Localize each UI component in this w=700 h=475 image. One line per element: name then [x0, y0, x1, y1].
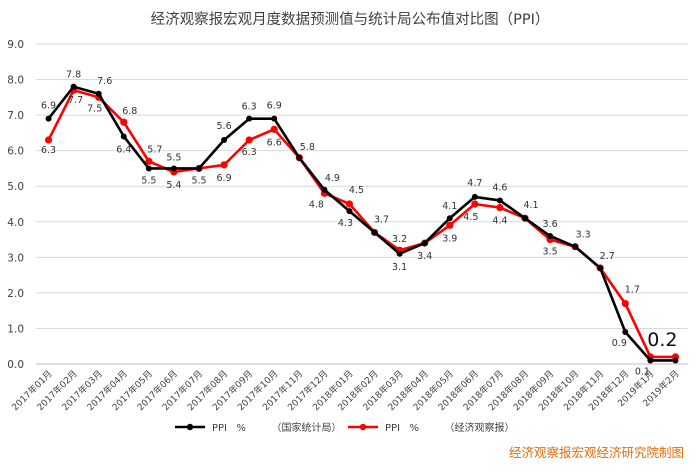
series-0-point: [296, 154, 303, 161]
data-label: 3.3: [576, 230, 591, 241]
data-label: 5.5: [166, 152, 181, 163]
series-1-point: [145, 157, 153, 165]
series-0-point: [371, 229, 378, 236]
series-1-point: [621, 299, 629, 308]
data-label: 4.9: [325, 173, 340, 184]
y-tick-label: 3.0: [7, 252, 24, 264]
data-label: 5.4: [166, 180, 181, 191]
y-tick-label: 5.0: [7, 181, 24, 193]
y-tick-label: 7.0: [7, 110, 24, 122]
data-label: 6.9: [217, 173, 232, 184]
data-label: 6.8: [122, 106, 137, 117]
data-label: 6.9: [267, 101, 282, 112]
series-0-point: [120, 133, 127, 140]
data-label: 6.3: [242, 102, 257, 113]
series-0-point: [70, 83, 77, 90]
data-label: 3.9: [442, 233, 457, 244]
data-label: 6.3: [242, 147, 257, 158]
data-label: 2.7: [600, 251, 615, 262]
data-label: 6.9: [41, 101, 56, 112]
data-label: 6.3: [41, 145, 56, 156]
series-0-point: [170, 165, 177, 172]
series-1-point: [345, 200, 354, 208]
data-label: 4.4: [492, 216, 507, 227]
series-0-point: [496, 197, 503, 204]
data-label: 4.3: [338, 218, 353, 229]
chart-title: 经济观察报宏观月度数据预测值与统计局公布值对比图（PPI）: [151, 10, 550, 28]
y-tick-label: 0.0: [7, 359, 24, 371]
legend-label-0: PPI % （国家统计局）: [212, 421, 341, 434]
data-label: 5.5: [191, 175, 206, 186]
series-1-point: [220, 161, 228, 169]
series-0-point: [221, 137, 228, 143]
series-0-point: [396, 250, 403, 257]
series-0-point: [45, 115, 52, 122]
series-1-point: [270, 125, 278, 133]
series-0-point: [622, 329, 629, 335]
series-1-point: [245, 136, 253, 144]
data-label: 5.5: [141, 175, 156, 186]
data-label: 4.6: [492, 182, 507, 193]
data-label: 7.5: [87, 103, 102, 114]
legend-marker-0: [186, 423, 194, 431]
data-label: 1.7: [625, 285, 640, 296]
data-label: 0.2: [647, 329, 677, 351]
data-label: 7.6: [97, 76, 112, 87]
legend-label-1: PPI % （经济观察报）: [385, 421, 514, 434]
series-0-point: [471, 193, 478, 200]
data-label: 3.4: [417, 251, 432, 262]
series-1-point: [471, 200, 479, 208]
chart-credit: 经济观察报宏观经济研究院制图: [509, 445, 684, 460]
series-0-point: [145, 165, 152, 172]
data-label: 3.6: [543, 219, 558, 230]
data-label: 4.1: [523, 200, 538, 211]
data-label: 7.7: [68, 95, 83, 106]
series-0-point: [597, 265, 604, 271]
data-label: 4.7: [467, 178, 482, 189]
data-label: 3.2: [392, 234, 407, 245]
series-0-point: [522, 215, 528, 222]
series-1-point: [496, 203, 504, 212]
y-tick-label: 4.0: [7, 217, 24, 229]
data-label: 5.6: [217, 121, 232, 132]
data-label: 3.1: [392, 262, 407, 273]
data-label: 5.7: [147, 144, 162, 155]
series-1-point: [120, 118, 128, 126]
data-label: 6.4: [116, 144, 131, 155]
legend-marker-1: [359, 423, 367, 431]
data-label: 5.8: [300, 142, 315, 153]
y-tick-label: 9.0: [7, 39, 24, 51]
data-label: 0.9: [612, 338, 627, 349]
data-label: 4.5: [349, 185, 364, 196]
data-label: 3.7: [374, 214, 389, 225]
series-1-point: [44, 136, 53, 144]
y-tick-label: 1.0: [7, 323, 24, 335]
series-line-1: [47, 88, 676, 359]
series-0-point: [647, 357, 654, 364]
series-0-point: [421, 240, 428, 247]
data-label: 0.1: [635, 366, 650, 377]
series-0-point: [446, 215, 453, 222]
series-0-point: [672, 357, 679, 364]
series-0-point: [196, 165, 202, 172]
y-tick-label: 2.0: [7, 288, 24, 300]
series-0-point: [346, 208, 353, 215]
series-0-point: [547, 233, 554, 239]
data-label: 7.8: [66, 70, 81, 81]
data-label: 4.5: [463, 212, 478, 223]
data-label: 6.6: [267, 137, 282, 148]
data-label: 3.5: [543, 247, 558, 258]
series-0-point: [95, 90, 102, 97]
data-label: 4.8: [309, 199, 324, 210]
y-tick-label: 6.0: [7, 146, 24, 158]
series-line-0: [47, 85, 676, 362]
series-0-point: [271, 115, 278, 122]
data-label: 4.1: [442, 201, 457, 212]
series-1-point: [446, 221, 454, 229]
series-0-point: [321, 186, 328, 193]
series-0-point: [572, 243, 579, 250]
series-0-point: [246, 115, 253, 122]
y-tick-label: 8.0: [7, 75, 24, 87]
